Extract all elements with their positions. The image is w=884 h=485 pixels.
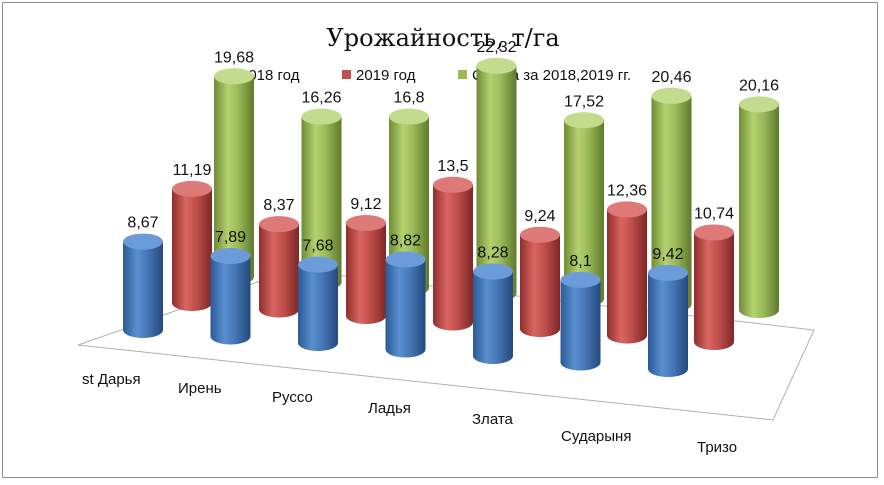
bar-2018-zlata: [473, 263, 513, 364]
value-label-2019-zlata: 9,24: [524, 208, 555, 225]
bar-sum-sudarynya: [651, 87, 692, 313]
legend-swatch-2019: [342, 70, 351, 79]
bar-2019-zlata: [520, 226, 560, 337]
value-label-sum-iren: 16,26: [301, 90, 341, 107]
value-label-2019-st-darya: 11,19: [173, 162, 212, 179]
value-label-sum-trizo: 20,16: [739, 77, 779, 94]
value-label-sum-sudarynya: 20,46: [651, 69, 691, 86]
category-label-sudarynya: Сударыня: [561, 428, 631, 445]
bar-2019-iren: [259, 216, 299, 318]
value-label-2018-iren: 7,89: [215, 229, 246, 246]
value-label-2018-st-darya: 8,67: [127, 215, 158, 232]
category-label-iren: Ирень: [178, 380, 222, 397]
legend-swatch-sum: [458, 70, 467, 79]
bars-layer: 19,68 16,26 16,8 22,32 17,52 20,46 20,16 11,19 8…: [123, 39, 779, 377]
value-label-2018-russo: 7,68: [302, 238, 333, 255]
bar-2019-st-darya: [172, 180, 212, 311]
value-label-2019-ladya: 13,5: [437, 158, 468, 175]
category-label-ladya: Ладья: [368, 400, 411, 417]
bar-sum-russo: [389, 108, 429, 296]
bar-2019-russo: [346, 214, 386, 324]
value-label-sum-ladya: 22,32: [476, 39, 516, 56]
legend: 2018 год 2019 год Сумма за 2018,2019 гг.: [226, 67, 631, 84]
value-label-2018-trizo: 9,42: [652, 246, 683, 263]
bar-sum-ladya: [476, 57, 517, 302]
category-label-trizo: Тризо: [697, 439, 737, 456]
category-label-st-darya: st Дарья: [82, 371, 141, 388]
value-label-sum-st-darya: 19,68: [214, 49, 254, 66]
value-label-sum-zlata: 17,52: [564, 93, 604, 110]
value-label-2019-russo: 9,12: [350, 196, 381, 213]
category-label-zlata: Злата: [472, 411, 514, 428]
bar-sum-iren: [301, 108, 342, 291]
bar-sum-st-darya: [214, 68, 254, 285]
category-label-russo: Руссо: [272, 389, 313, 406]
bar-2018-sudarynya: [560, 271, 601, 371]
value-label-2018-sudarynya: 8,1: [569, 253, 591, 270]
value-label-2019-sudarynya: 12,36: [607, 182, 647, 199]
bar-sum-trizo: [739, 96, 779, 318]
value-label-2019-trizo: 10,74: [694, 205, 734, 222]
value-label-sum-russo: 16,8: [393, 90, 424, 107]
value-label-2018-zlata: 8,28: [477, 245, 508, 262]
category-labels: st Дарья Ирень Руссо Ладья Злата Сударын…: [82, 371, 737, 456]
bar-2019-sudarynya: [607, 201, 647, 344]
value-label-2019-iren: 8,37: [263, 197, 294, 214]
value-label-2018-ladya: 8,82: [390, 233, 421, 250]
legend-label-2019: 2019 год: [356, 67, 416, 84]
chart-title: Урожайность, т/га: [326, 24, 559, 52]
bar-2018-st-darya: [123, 233, 163, 338]
bar-2018-ladya: [385, 251, 426, 358]
bar-2018-russo: [298, 256, 338, 351]
bar-2018-iren: [210, 248, 251, 345]
bar-sum-zlata: [564, 112, 604, 308]
bar-2018-trizo: [648, 264, 688, 377]
legend-label-2018: 2018 год: [240, 67, 300, 84]
bar-2019-ladya: [433, 176, 473, 331]
bar-2019-trizo: [694, 224, 734, 350]
